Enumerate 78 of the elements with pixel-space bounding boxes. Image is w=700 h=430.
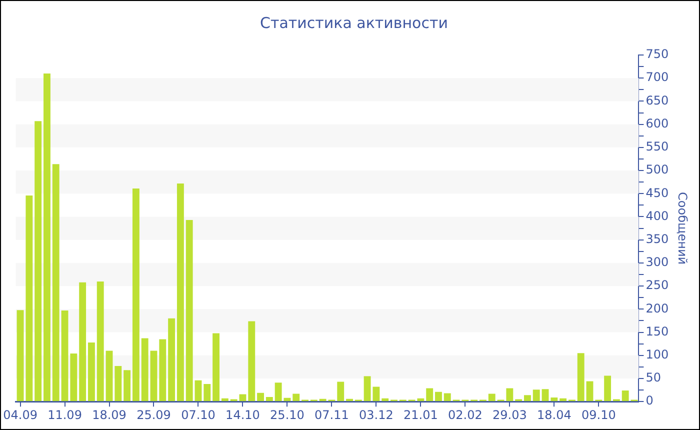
bar	[61, 310, 68, 402]
bar	[79, 282, 86, 402]
x-tick-label: 02.02	[448, 408, 482, 422]
x-tick-label: 18.09	[92, 408, 126, 422]
y-tick-label: 250	[646, 278, 669, 292]
chart-title: Статистика активности	[260, 14, 448, 32]
bar	[44, 73, 50, 402]
x-tick-label: 09.10	[581, 408, 616, 422]
bar	[150, 350, 158, 402]
bar	[96, 281, 104, 402]
x-tick-label: 11.09	[48, 408, 82, 422]
bar	[70, 354, 78, 402]
bar	[34, 121, 42, 402]
bar	[586, 381, 594, 402]
bar	[257, 392, 264, 402]
y-tick-label: 350	[646, 232, 669, 246]
bar	[266, 396, 273, 402]
bar	[560, 398, 567, 402]
x-tick-label: 07.11	[314, 408, 349, 422]
bar	[382, 398, 389, 402]
bar	[524, 395, 531, 402]
y-tick-label: 700	[646, 70, 669, 84]
y-tick-label: 300	[646, 255, 669, 270]
x-tick-label: 29.03	[492, 408, 527, 422]
y-tick-label: 750	[646, 47, 669, 62]
bar	[204, 384, 211, 402]
x-tick-label: 21.01	[404, 408, 438, 422]
bar	[337, 382, 344, 402]
bar	[292, 394, 300, 402]
bar	[88, 342, 95, 402]
x-tick-label: 14.10	[226, 408, 260, 422]
bar	[159, 339, 166, 402]
bar	[542, 389, 549, 402]
y-axis-title: Сообщений	[676, 192, 690, 265]
bar	[577, 353, 584, 402]
y-tick-label: 450	[646, 186, 669, 200]
bar	[221, 398, 228, 402]
bar	[16, 310, 24, 402]
bar	[168, 318, 176, 402]
y-tick-label: 200	[646, 301, 669, 316]
y-tick-label: 500	[646, 162, 669, 177]
y-tick-label: 550	[646, 140, 669, 154]
bar	[176, 183, 184, 402]
bar	[212, 333, 220, 402]
bar	[604, 376, 612, 402]
y-tick-label: 650	[646, 93, 669, 108]
bar	[52, 164, 60, 402]
y-tick-label: 0	[646, 394, 654, 408]
x-tick-label: 25.09	[136, 408, 171, 422]
bar	[550, 397, 558, 402]
x-tick-label: 07.10	[181, 408, 216, 422]
bar	[26, 195, 33, 402]
bar	[506, 388, 514, 402]
bar	[426, 388, 434, 402]
bar	[248, 321, 256, 402]
y-tick-label: 600	[646, 116, 669, 130]
bar	[132, 188, 140, 402]
bar	[141, 338, 148, 402]
bar	[622, 390, 629, 402]
x-tick-label: 25.10	[270, 408, 304, 422]
bar	[532, 390, 540, 402]
bar	[274, 382, 282, 402]
y-tick-label: 100	[646, 348, 669, 362]
bar	[194, 380, 202, 402]
bar	[106, 350, 113, 402]
bar	[124, 370, 131, 402]
bar	[488, 394, 496, 402]
x-tick-label: 18.04	[536, 408, 572, 422]
bar	[239, 394, 246, 402]
y-tick-label: 150	[646, 324, 669, 338]
y-tick-label: 400	[646, 208, 669, 223]
bar	[186, 220, 193, 402]
x-tick-label: 04.09	[3, 408, 38, 422]
bar	[444, 393, 451, 402]
bar	[435, 392, 442, 402]
y-tick-label: 50	[646, 370, 661, 385]
x-tick-label: 03.12	[359, 408, 394, 422]
bar	[114, 366, 122, 402]
